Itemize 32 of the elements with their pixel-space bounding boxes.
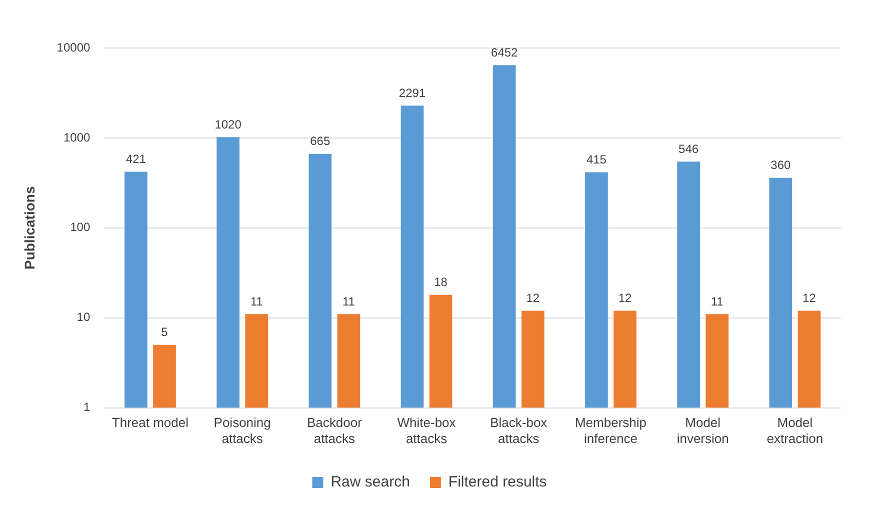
data-label: 2291 <box>398 86 426 100</box>
x-tick-label: Poisoning attacks <box>214 415 271 446</box>
data-label: 12 <box>526 291 540 306</box>
data-label: 421 <box>126 152 146 166</box>
data-label: 11 <box>342 294 356 308</box>
x-tick-label: Membership inference <box>574 415 647 446</box>
legend-label: Filtered results <box>448 474 547 491</box>
data-label: 6452 <box>491 45 518 60</box>
data-label: 5 <box>161 325 168 340</box>
data-label: 12 <box>802 291 816 306</box>
data-label: 546 <box>678 142 699 156</box>
y-tick-label: 10000 <box>56 40 90 54</box>
data-label: 12 <box>618 291 632 306</box>
data-label: 665 <box>310 134 330 148</box>
x-tick-label: Model extraction <box>766 415 824 446</box>
y-tick-label: 1000 <box>63 130 90 144</box>
legend-label: Raw search <box>330 474 410 491</box>
y-tick-label: 1 <box>83 400 90 414</box>
y-axis-title: Publications <box>21 186 38 270</box>
data-label: 11 <box>250 294 264 308</box>
data-label: 360 <box>770 158 792 172</box>
x-tick-label: White-box attacks <box>397 415 456 446</box>
data-label: 415 <box>586 152 607 167</box>
x-tick-label: Model inversion <box>676 415 729 446</box>
data-label: 1020 <box>214 117 242 132</box>
data-label: 18 <box>434 275 448 290</box>
x-tick-label: Black-box attacks <box>490 415 548 446</box>
data-label: 11 <box>710 294 724 308</box>
x-tick-label: Threat model <box>112 415 189 430</box>
y-tick-label: 10 <box>76 310 90 324</box>
x-tick-label: Backdoor attacks <box>306 415 363 446</box>
y-tick-label: 100 <box>70 220 90 234</box>
